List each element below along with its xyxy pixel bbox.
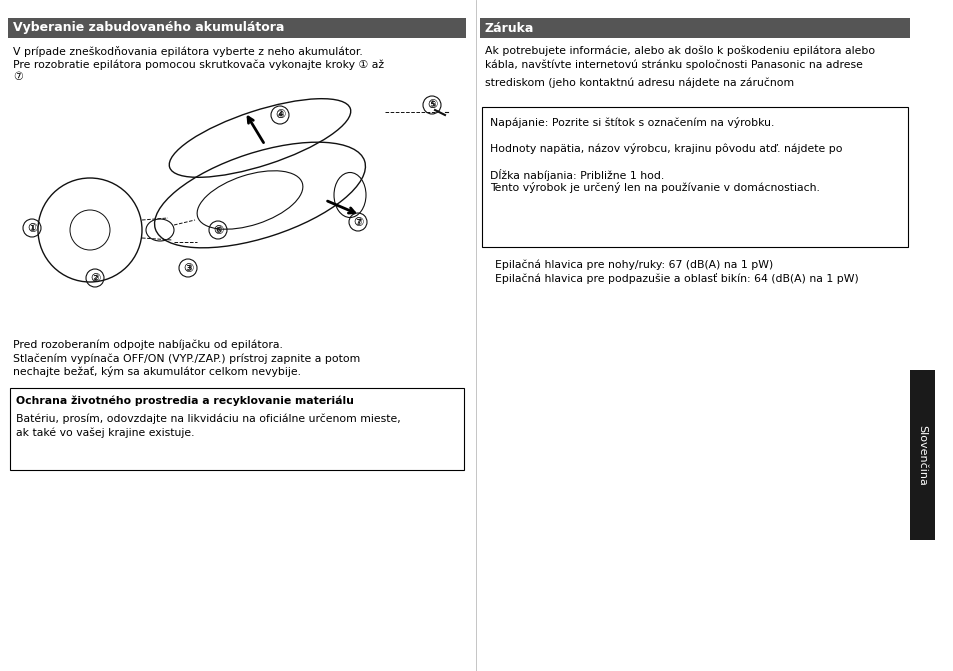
Bar (481, 107, 907, 247)
Bar (8, 18, 465, 38)
Text: Ak potrebujete informácie, alebo ak došlo k poškodeniu epilátora alebo: Ak potrebujete informácie, alebo ak došl… (484, 46, 874, 56)
Bar (909, 370, 934, 540)
Text: ⑦: ⑦ (353, 215, 363, 229)
Text: strediskom (jeho kontaktnú adresu nájdete na záručnom: strediskom (jeho kontaktnú adresu nájdet… (484, 77, 793, 87)
Text: ④: ④ (275, 110, 284, 120)
Text: Tento výrobok je určený len na používanie v domácnostiach.: Tento výrobok je určený len na používani… (490, 182, 819, 193)
Text: kábla, navštívte internetovú stránku spoločnosti Panasonic na adrese: kábla, navštívte internetovú stránku spo… (484, 59, 862, 70)
Text: Epilačná hlavica pre nohy/ruky: 67 (dB(A) na 1 pW): Epilačná hlavica pre nohy/ruky: 67 (dB(A… (495, 259, 773, 270)
Text: ⑤: ⑤ (427, 100, 436, 110)
Text: Dĺžka nabíjania: Približne 1 hod.: Dĺžka nabíjania: Približne 1 hod. (490, 169, 663, 181)
Text: ⑥: ⑥ (213, 223, 223, 236)
Text: ⑤: ⑤ (426, 99, 436, 111)
Text: ②: ② (91, 273, 99, 283)
Text: Batériu, prosím, odovzdajte na likvidáciu na oficiálne určenom mieste,: Batériu, prosím, odovzdajte na likvidáci… (16, 414, 400, 425)
Text: ①: ① (27, 221, 37, 234)
Text: ①: ① (28, 223, 36, 233)
Text: Slovenčina: Slovenčina (917, 425, 926, 485)
Text: ④: ④ (274, 109, 285, 121)
Text: Epilačná hlavica pre podpazušie a oblasť bikín: 64 (dB(A) na 1 pW): Epilačná hlavica pre podpazušie a oblasť… (495, 273, 858, 284)
Text: Pred rozoberaním odpojte nabíjačku od epilátora.: Pred rozoberaním odpojte nabíjačku od ep… (13, 340, 283, 350)
Text: Záruka: Záruka (484, 21, 534, 34)
Bar (479, 18, 909, 38)
Text: ③: ③ (183, 262, 193, 274)
Text: Napájanie: Pozrite si štítok s označením na výrobku.: Napájanie: Pozrite si štítok s označením… (490, 117, 774, 128)
Text: Stlačením vypínača OFF/ON (VYP./ZAP.) prístroj zapnite a potom: Stlačením vypínača OFF/ON (VYP./ZAP.) pr… (13, 353, 360, 364)
Text: Vyberanie zabudovaného akumulátora: Vyberanie zabudovaného akumulátora (13, 21, 284, 34)
Text: nechajte bežať, kým sa akumulátor celkom nevybije.: nechajte bežať, kým sa akumulátor celkom… (13, 366, 301, 377)
Text: ③: ③ (183, 263, 193, 273)
Text: ⑥: ⑥ (213, 225, 222, 235)
Text: ⑦: ⑦ (13, 72, 23, 82)
Text: ②: ② (90, 272, 100, 285)
Text: V prípade zneškodňovania epilátora vyberte z neho akumulátor.: V prípade zneškodňovania epilátora vyber… (13, 46, 362, 57)
Text: Ochrana životného prostredia a recyklovanie materiálu: Ochrana životného prostredia a recyklova… (16, 396, 354, 407)
Text: ak také vo vašej krajine existuje.: ak také vo vašej krajine existuje. (16, 427, 194, 437)
Text: Pre rozobratie epilátora pomocou skrutkovača vykonajte kroky ① až: Pre rozobratie epilátora pomocou skrutko… (13, 59, 384, 70)
Bar (10, 388, 463, 470)
Text: Hodnoty napätia, názov výrobcu, krajinu pôvodu atď. nájdete po: Hodnoty napätia, názov výrobcu, krajinu … (490, 143, 841, 154)
Text: ⑦: ⑦ (354, 217, 362, 227)
